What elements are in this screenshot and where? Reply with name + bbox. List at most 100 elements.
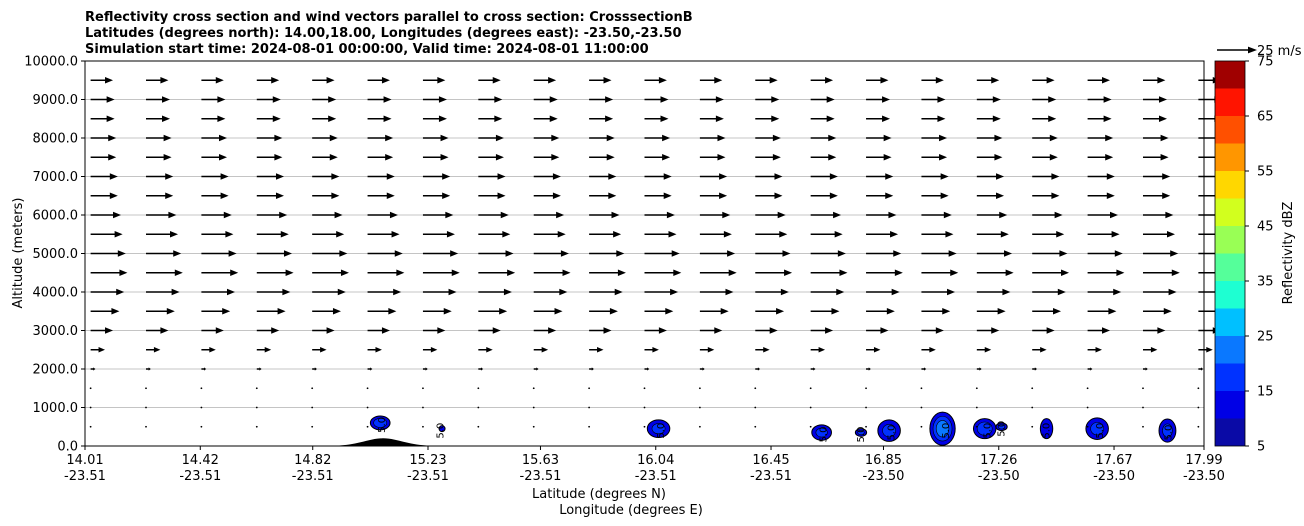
wind-vector: [1197, 425, 1200, 428]
wind-vector: [367, 347, 382, 353]
wind-vector: [921, 250, 957, 257]
wind-vector: [921, 115, 946, 122]
wind-vector: [422, 211, 454, 219]
wind-vector: [699, 134, 726, 142]
wind-vector: [588, 387, 591, 390]
wind-vector: [533, 327, 557, 334]
wind-vector: [866, 250, 902, 257]
vector-key-label: 25 m/s: [1257, 44, 1302, 59]
wind-vector: [1032, 250, 1068, 257]
wind-vector: [644, 77, 667, 84]
wind-vector: [422, 367, 428, 371]
wind-vector: [755, 250, 791, 257]
x-tick-label-longitude: -23.51: [179, 469, 221, 484]
wind-vector: [533, 269, 571, 276]
wind-vector: [146, 115, 171, 122]
wind-vector: [921, 327, 944, 334]
wind-vector: [589, 154, 615, 161]
wind-vector: [201, 288, 235, 296]
wind-vector: [478, 288, 512, 296]
wind-vector: [976, 134, 1003, 142]
wind-vector: [1142, 269, 1180, 276]
wind-vector: [145, 425, 147, 428]
wind-vector: [921, 288, 956, 296]
wind-vector: [755, 192, 783, 199]
y-axis-ticks: 0.0 1000.0 2000.0 3000.0 4000.0 5000.0 6000.0 7…: [24, 55, 85, 455]
wind-vector: [976, 327, 1000, 334]
wind-vector: [976, 211, 1008, 219]
wind-vector: [699, 308, 729, 315]
wind-vector: [866, 288, 900, 296]
wind-vector: [367, 367, 373, 371]
wind-vector: [921, 269, 959, 276]
wind-vector: [312, 96, 337, 103]
wind-vector: [1142, 231, 1175, 238]
wind-vector: [754, 406, 757, 409]
colorbar-segment: [1215, 198, 1245, 226]
wind-vector: [201, 77, 224, 84]
wind-vector: [201, 192, 229, 199]
wind-vector: [975, 425, 978, 428]
wind-vector: [90, 367, 96, 371]
wind-vector: [866, 269, 903, 276]
wind-vector: [533, 231, 566, 238]
wind-vector: [311, 387, 314, 390]
wind-vector: [699, 77, 723, 84]
colorbar-segment: [1215, 336, 1245, 364]
wind-vector: [589, 115, 614, 122]
colorbar-tick-label: 25: [1257, 330, 1274, 345]
wind-vector: [256, 288, 291, 296]
wind-vector: [644, 192, 672, 199]
wind-vector: [644, 367, 650, 371]
wind-vector: [1087, 211, 1119, 219]
wind-vector: [976, 231, 1009, 238]
wind-vector: [533, 173, 561, 180]
wind-vector: [422, 347, 438, 353]
wind-vector: [866, 211, 897, 219]
wind-vector: [699, 269, 737, 276]
wind-vector: [589, 211, 620, 219]
wind-vector: [1032, 192, 1060, 199]
reflectivity-echo: [1039, 418, 1054, 440]
wind-vector: [755, 211, 786, 219]
wind-vector: [810, 231, 843, 238]
wind-vector: [478, 173, 506, 180]
wind-vector: [810, 269, 848, 276]
wind-vector: [755, 115, 780, 122]
wind-vector: [90, 154, 117, 161]
wind-vector: [90, 231, 123, 238]
x-tick-label-latitude: 15.63: [522, 453, 559, 468]
wind-vector: [1032, 173, 1060, 180]
wind-vector: [1032, 77, 1055, 84]
wind-vector: [90, 77, 114, 84]
terrain: [326, 438, 440, 446]
wind-vector: [90, 308, 120, 315]
wind-vector: [422, 134, 449, 142]
contour-label: 5.0: [819, 427, 830, 443]
wind-vector: [921, 347, 936, 353]
wind-vector: [533, 288, 568, 296]
wind-vector: [589, 173, 617, 180]
wind-vector: [1142, 134, 1169, 142]
title-line-2: Latitudes (degrees north): 14.00,18.00, …: [85, 26, 682, 41]
wind-vector: [145, 387, 147, 390]
reflectivity-echo-core: [1162, 423, 1173, 438]
wind-vector: [976, 367, 982, 371]
wind-vector: [477, 425, 480, 428]
wind-vector: [146, 269, 183, 276]
wind-vector: [1032, 134, 1058, 142]
wind-vector: [1087, 367, 1093, 371]
wind-vector: [422, 308, 452, 315]
wind-vector: [1032, 211, 1063, 219]
wind-vector: [533, 77, 557, 84]
x-tick-label-latitude: 17.67: [1095, 453, 1132, 468]
wind-vector: [533, 192, 561, 199]
wind-vector: [589, 250, 625, 257]
wind-vector: [1086, 406, 1089, 409]
wind-vector: [312, 347, 327, 353]
reflectivity-echo: [438, 425, 446, 433]
colorbar-frame: [1214, 60, 1246, 447]
wind-vector: [478, 134, 504, 142]
wind-vector: [255, 387, 258, 390]
